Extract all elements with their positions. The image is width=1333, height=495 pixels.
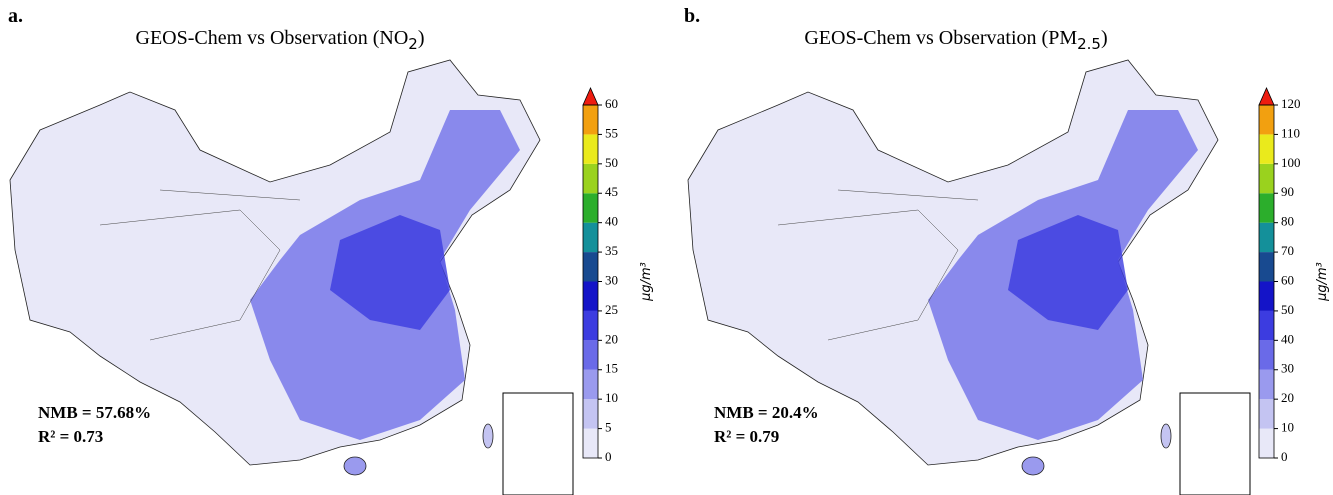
colorbar-tick-label: 45 xyxy=(605,184,618,199)
colorbar-segment xyxy=(1259,340,1274,370)
colorbar-segment xyxy=(583,252,598,282)
colorbar-tick-label: 20 xyxy=(1281,390,1294,405)
stat: R² = 0.73 xyxy=(38,427,103,446)
inset xyxy=(502,392,574,495)
title-text: GEOS-Chem vs Observation (NO xyxy=(136,27,409,49)
colorbar-tick-label: 0 xyxy=(1281,449,1288,464)
colorbar-segment xyxy=(1259,163,1274,194)
colorbar-tick-label: 30 xyxy=(605,272,618,287)
panel-label: a. xyxy=(8,5,23,27)
panel-label: b. xyxy=(684,5,700,27)
colorbar-segment xyxy=(1259,105,1274,135)
stat: NMB = 57.68% xyxy=(38,403,151,422)
colorbar-extend xyxy=(582,87,599,106)
colorbar-tick-label: 30 xyxy=(1281,361,1294,376)
colorbar-segment xyxy=(1259,310,1274,341)
colorbar-tick-label: 90 xyxy=(1281,184,1294,199)
colorbar-tick-label: 35 xyxy=(605,243,618,258)
colorbar-tick-label: 5 xyxy=(605,420,612,435)
colorbar-unit: μg/m³ xyxy=(639,262,654,302)
colorbar-segment xyxy=(583,428,598,458)
panel-title: GEOS-Chem vs Observation (PM2.5) xyxy=(804,27,1107,53)
colorbar-tick-label: 10 xyxy=(605,390,618,405)
colorbar-tick-label: 100 xyxy=(1281,155,1301,170)
colorbar-tick-label: 120 xyxy=(1281,96,1301,111)
colorbar-tick-label: 50 xyxy=(1281,302,1294,317)
colorbar-segment xyxy=(1259,252,1274,282)
colorbar-segment xyxy=(583,134,598,164)
colorbar-tick-label: 50 xyxy=(605,155,618,170)
colorbar-tick-label: 110 xyxy=(1281,125,1300,140)
stat: R² = 0.79 xyxy=(714,427,779,446)
title-end: ) xyxy=(418,27,425,49)
colorbar-tick-label: 55 xyxy=(605,125,618,140)
colorbar-segment xyxy=(1259,369,1274,400)
colorbar-segment xyxy=(1259,399,1274,429)
colorbar-tick-label: 25 xyxy=(605,302,618,317)
colorbar-unit: μg/m³ xyxy=(1315,262,1330,302)
colorbar-tick-label: 60 xyxy=(605,96,618,111)
colorbar-segment xyxy=(583,222,598,253)
colorbar-tick-label: 10 xyxy=(1281,420,1294,435)
colorbar-tick-label: 15 xyxy=(605,361,618,376)
colorbar-segment xyxy=(1259,281,1274,311)
colorbar-segment xyxy=(583,310,598,341)
colorbar-tick-label: 40 xyxy=(605,214,618,229)
colorbar-segment xyxy=(583,281,598,311)
colorbar-segment xyxy=(583,193,598,223)
map-b xyxy=(687,59,1251,495)
colorbar-extend xyxy=(1258,87,1275,106)
colorbar-segment xyxy=(1259,134,1274,164)
title-sub: 2.5 xyxy=(1077,35,1101,53)
colorbar-tick-label: 20 xyxy=(605,331,618,346)
colorbar-tick-label: 70 xyxy=(1281,243,1294,258)
map-a xyxy=(9,59,574,495)
colorbar-tick-label: 40 xyxy=(1281,331,1294,346)
colorbar-segment xyxy=(583,340,598,370)
colorbar-segment xyxy=(1259,222,1274,253)
title-text: GEOS-Chem vs Observation (PM xyxy=(804,27,1077,49)
colorbar-tick-label: 80 xyxy=(1281,214,1294,229)
title-sub: 2 xyxy=(408,35,418,53)
colorbar-segment xyxy=(1259,428,1274,458)
colorbar-segment xyxy=(583,399,598,429)
colorbar-segment xyxy=(583,105,598,135)
colorbar-tick-label: 60 xyxy=(1281,272,1294,287)
colorbar-segment xyxy=(583,163,598,194)
inset xyxy=(1179,392,1251,495)
colorbar-tick-label: 0 xyxy=(605,449,612,464)
colorbar-segment xyxy=(583,369,598,400)
title-end: ) xyxy=(1101,27,1108,49)
stat: NMB = 20.4% xyxy=(714,403,819,422)
colorbar-segment xyxy=(1259,193,1274,223)
panel-title: GEOS-Chem vs Observation (NO2) xyxy=(136,27,425,53)
